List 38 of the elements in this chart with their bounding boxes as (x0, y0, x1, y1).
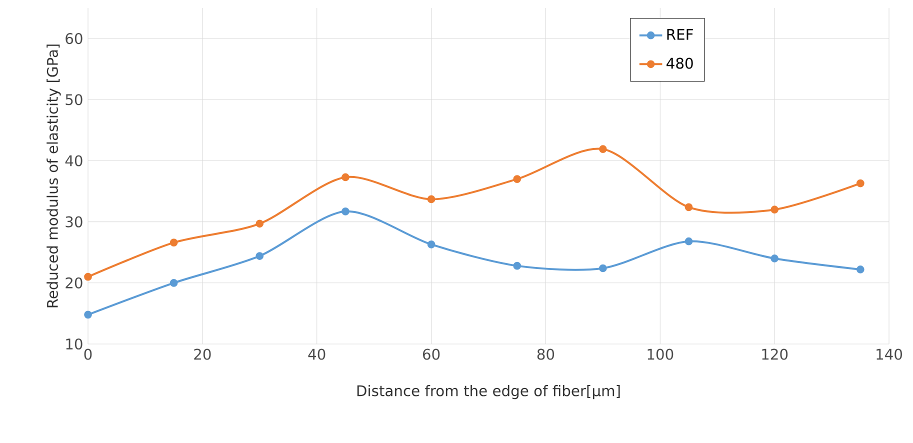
x-tick-label: 60 (422, 348, 440, 360)
y-tick-label: 30 (66, 216, 82, 228)
x-tick-label: 100 (648, 348, 674, 360)
point (684, 203, 693, 212)
y-tick-label: 20 (66, 277, 82, 288)
point (427, 195, 436, 204)
point (856, 266, 864, 274)
point (84, 310, 92, 319)
x-tick-label: 20 (194, 348, 211, 360)
point (770, 254, 779, 262)
point (770, 206, 779, 214)
point (170, 278, 178, 287)
point (684, 237, 693, 246)
point (513, 175, 522, 183)
point (84, 272, 92, 281)
y-tick-label: 60 (66, 33, 82, 44)
x-tick-label: 120 (762, 348, 788, 360)
point (856, 179, 864, 188)
x-axis-title: Distance from the edge of fiber[µm] (357, 384, 620, 400)
point (513, 262, 522, 270)
point (342, 208, 350, 216)
x-tick-label: 0 (84, 348, 92, 360)
point (170, 238, 178, 247)
point (256, 252, 264, 260)
point (427, 240, 436, 248)
point (342, 173, 350, 182)
legend-label: REF (667, 29, 693, 40)
point (599, 145, 607, 154)
x-tick-label: 140 (876, 348, 902, 360)
y-tick-label: 10 (66, 338, 82, 350)
y-axis-title: Reduced modulus of elasticity [GPa] (46, 44, 61, 308)
point (599, 264, 607, 272)
point (256, 220, 264, 228)
x-tick-label: 40 (308, 348, 326, 360)
legend-label: 480 (666, 58, 693, 69)
x-tick-label: 80 (537, 348, 554, 360)
y-tick-label: 50 (66, 94, 82, 106)
y-tick-label: 40 (65, 155, 82, 166)
